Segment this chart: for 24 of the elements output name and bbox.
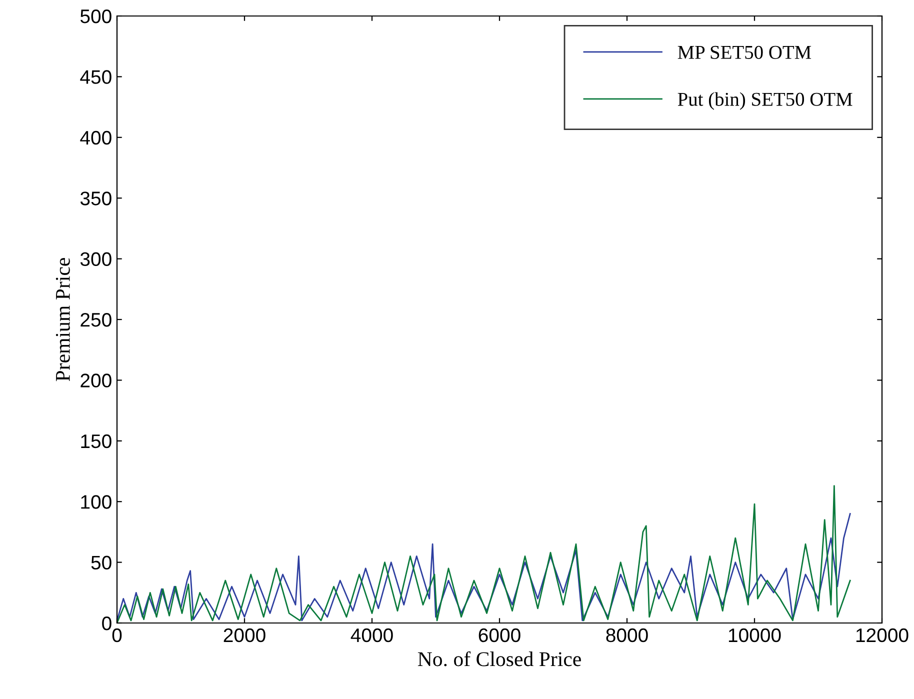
x-tick-label: 4000 [350,628,393,642]
y-tick-label: 300 [80,252,112,266]
x-tick-label: 2000 [224,628,266,642]
x-tick-label: 0 [112,628,122,642]
x-tick-label: 6000 [478,628,520,642]
line-series [117,513,851,622]
legend-label: Put (bin) SET50 OTM [678,92,852,110]
line-series [117,485,851,623]
y-axis-title: Premium Price [56,258,70,382]
y-tick-label: 0 [102,616,112,630]
y-tick-label: 450 [80,70,112,84]
y-tick-label: 500 [80,9,112,24]
y-tick-label: 50 [91,556,112,570]
y-tick-label: 200 [80,374,112,388]
x-axis-title: No. of Closed Price [418,651,581,666]
x-tick-label: 8000 [606,628,648,642]
y-tick-label: 400 [80,130,112,145]
y-tick-label: 100 [81,495,112,509]
legend-label: MP SET50 OTM [678,46,812,59]
y-tick-label: 250 [80,312,112,327]
x-tick-label: 12000 [856,628,908,642]
y-tick-label: 350 [80,192,112,206]
x-tick-label: 10000 [728,628,781,642]
y-tick-label: 150 [81,434,112,448]
